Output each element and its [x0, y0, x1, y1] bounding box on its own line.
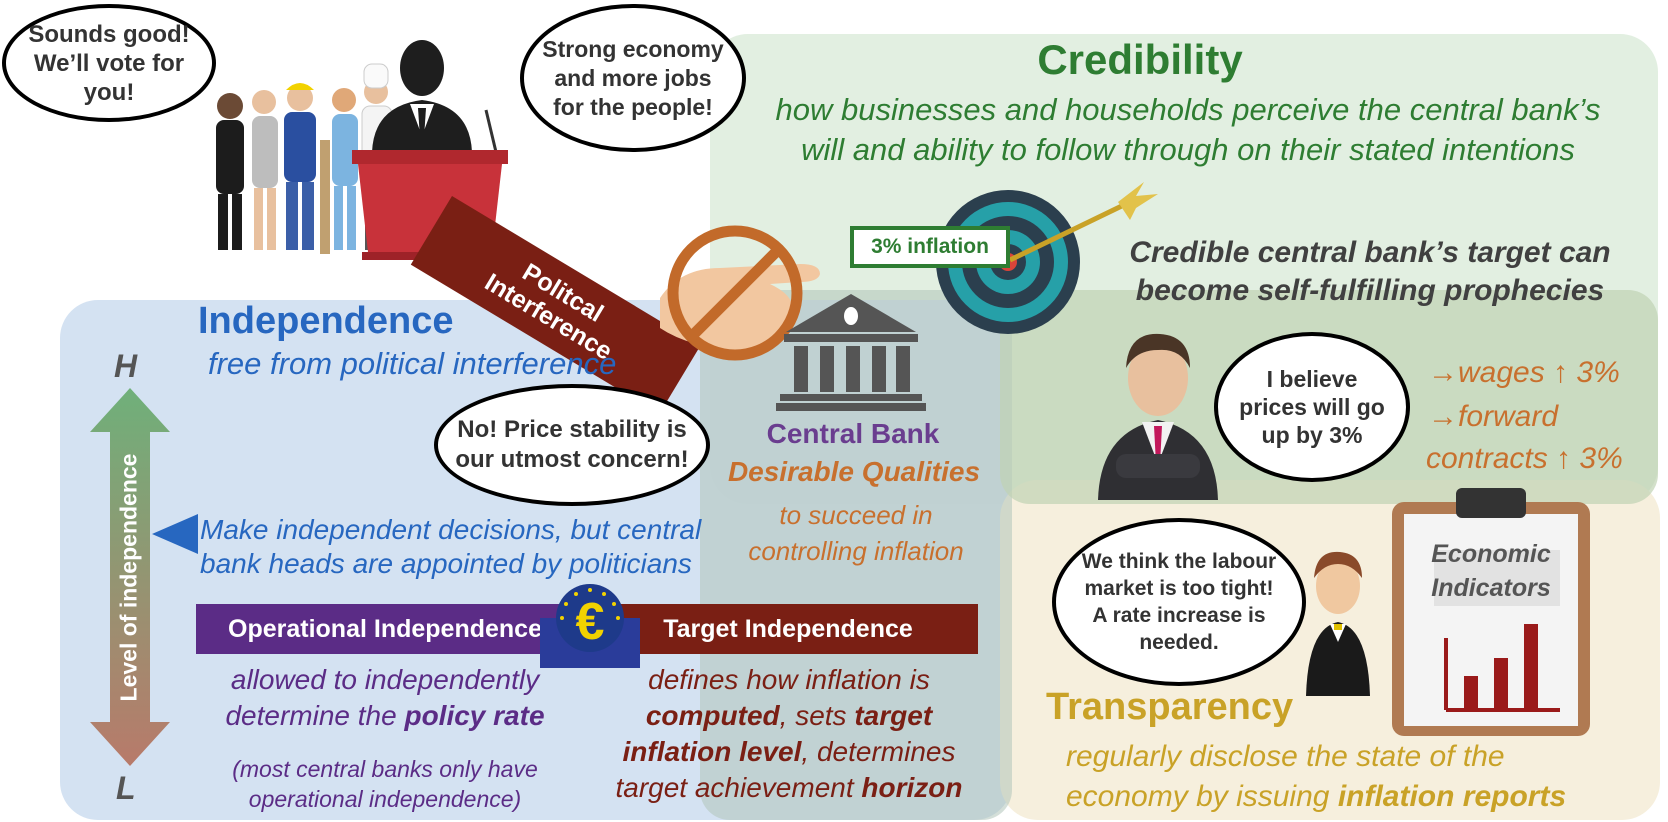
economist-icon: [1306, 551, 1370, 696]
operational-independence-bar: Operational Independence: [196, 604, 574, 654]
operational-note-line1: (most central banks only have: [232, 756, 538, 782]
forward-effect: →forward: [1428, 400, 1558, 434]
euro-icon: [540, 584, 640, 668]
businessman-icon: [1098, 333, 1218, 500]
operational-desc-line2: determine the policy rate: [190, 700, 580, 732]
inflation-reports: inflation reports: [1337, 780, 1567, 813]
horizon: horizon: [861, 772, 963, 803]
independence-subtitle: free from political interference: [208, 346, 617, 381]
operational-desc-prefix: determine the: [225, 700, 405, 731]
credibility-definition-line1: how businesses and households perceive t…: [775, 92, 1601, 127]
transparency-desc-prefix: economy by issuing: [1066, 780, 1338, 813]
self-fulfilling-line2: become self-fulfilling prophecies: [1135, 274, 1605, 307]
self-fulfilling-line1: Credible central bank’s target can: [1129, 236, 1611, 269]
target-desc-mid: , sets: [779, 700, 855, 731]
clipboard-line1: Economic: [1431, 540, 1551, 568]
arrow-icon: [1008, 182, 1158, 263]
politician-bubble: Strong economy and more jobs for the peo…: [520, 4, 746, 152]
middle-independence-line2: bank heads are appointed by politicians: [200, 548, 692, 579]
scale-pointer-icon: [152, 514, 198, 554]
scale-label: Level of independence: [115, 453, 142, 702]
policy-rate: policy rate: [404, 700, 545, 731]
operational-desc-line1: allowed to independently: [230, 664, 540, 695]
operational-note-line2: operational independence): [248, 786, 522, 812]
wages-text: wages ↑ 3%: [1458, 356, 1620, 389]
credibility-definition-line2: will and ability to follow through on th…: [801, 132, 1575, 167]
scale-high: H: [114, 348, 138, 384]
voters-icon: [216, 40, 508, 260]
prohibited-icon: [667, 225, 803, 361]
labour-bubble: We think the labour market is too tight!…: [1052, 518, 1306, 686]
target-achievement: target achievement: [615, 772, 862, 803]
target-word: target: [854, 700, 933, 731]
middle-independence-line1: Make independent decisions, but central: [200, 514, 702, 545]
right-arrow: →: [1428, 400, 1458, 433]
desirable-qualities: Desirable Qualities: [727, 456, 981, 487]
voters-bubble: Sounds good! We’ll vote for you!: [2, 4, 216, 122]
euro-symbol: €: [575, 593, 605, 651]
purpose-line1: to succeed in: [779, 500, 933, 530]
belief-bubble: I believe prices will go up by 3%: [1214, 332, 1410, 482]
central-bank-name: Central Bank: [766, 418, 940, 449]
bar-chart-icon: [1444, 624, 1560, 712]
bank-bubble: No! Price stability is our utmost concer…: [434, 384, 710, 506]
clipboard-icon: [1392, 488, 1590, 736]
credibility-title: Credibility: [1037, 36, 1243, 83]
transparency-desc-line1: regularly disclose the state of the: [1066, 740, 1505, 773]
independence-scale-arrow: [90, 388, 170, 766]
right-arrow: →: [1428, 356, 1458, 389]
target-desc-line1: defines how inflation is: [648, 664, 930, 695]
scale-low: L: [116, 770, 136, 806]
target-independence-bar: Target Independence: [598, 604, 978, 654]
contracts-text: contracts ↑ 3%: [1426, 442, 1623, 475]
transparency-title: Transparency: [1046, 686, 1294, 728]
target-desc-line4: target achievement horizon: [584, 772, 994, 804]
forward-text: forward: [1458, 400, 1559, 433]
computed: computed: [645, 700, 780, 731]
clipboard-line2: Indicators: [1431, 574, 1551, 602]
bank-building-icon: [776, 294, 926, 411]
purpose-line2: controlling inflation: [748, 536, 964, 566]
target-desc-line3: inflation level, determines: [584, 736, 994, 768]
target-desc-line2: computed, sets target: [584, 700, 994, 732]
independence-title: Independence: [198, 300, 454, 342]
determines: , determines: [801, 736, 956, 767]
target-label: 3% inflation: [850, 226, 1010, 268]
inflation-level: inflation level: [622, 736, 802, 767]
transparency-desc-line2: economy by issuing inflation reports: [1066, 780, 1566, 814]
wages-effect: →wages ↑ 3%: [1428, 356, 1620, 390]
politician-icon: [372, 40, 472, 152]
